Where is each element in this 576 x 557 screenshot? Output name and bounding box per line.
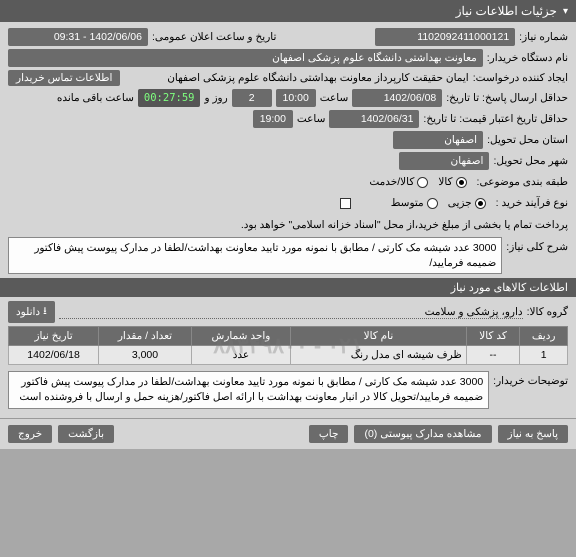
buyer-value: معاونت بهداشتی دانشگاه علوم پزشکی اصفهان bbox=[8, 49, 483, 67]
valid-date: 1402/06/31 bbox=[329, 110, 419, 128]
main-content: شماره نیاز: 1102092411000121 تاریخ و ساع… bbox=[0, 22, 576, 418]
buyer-notes: 3000 عدد شیشه مک کارتی / مطابق با نمونه … bbox=[8, 371, 489, 408]
need-description: 3000 عدد شیشه مک کارتی / مطابق با نمونه … bbox=[8, 237, 502, 274]
radio-minor[interactable]: جزیی bbox=[448, 197, 486, 209]
download-button[interactable]: ⭳ دانلود bbox=[8, 301, 55, 323]
download-icon: ⭳ bbox=[43, 303, 47, 321]
panel-title: جزئیات اطلاعات نیاز bbox=[456, 4, 557, 18]
col-row: ردیف bbox=[520, 327, 568, 346]
attachments-button[interactable]: مشاهده مدارک پیوستی (0) bbox=[354, 425, 491, 443]
countdown-timer: 00:27:59 bbox=[138, 89, 201, 107]
buyer-label: نام دستگاه خریدار: bbox=[487, 52, 568, 64]
group-value: دارو، پزشکی و سلامت bbox=[59, 306, 523, 319]
chevron-down-icon: ▾ bbox=[563, 6, 568, 17]
col-qty: تعداد / مقدار bbox=[99, 327, 192, 346]
radio-dot-icon bbox=[475, 198, 486, 209]
category-label: طبقه بندی موضوعی: bbox=[477, 176, 568, 188]
exit-button[interactable]: خروج bbox=[8, 425, 52, 443]
need-no-label: شماره نیاز: bbox=[519, 31, 568, 43]
respond-button[interactable]: پاسخ به نیاز bbox=[498, 425, 568, 443]
valid-label: حداقل تاریخ اعتبار قیمت: تا تاریخ: bbox=[423, 113, 568, 125]
delivery-city: اصفهان bbox=[399, 152, 489, 170]
desc-label: شرح کلی نیاز: bbox=[506, 237, 568, 253]
announce-label: تاریخ و ساعت اعلان عمومی: bbox=[152, 31, 276, 43]
print-button[interactable]: چاپ bbox=[309, 425, 349, 443]
radio-dot-icon bbox=[417, 177, 428, 188]
treasury-note: پرداخت تمام یا بخشی از مبلغ خرید،از محل … bbox=[241, 219, 568, 231]
valid-time: 19:00 bbox=[253, 110, 293, 128]
panel-header: ▾ جزئیات اطلاعات نیاز bbox=[0, 0, 576, 22]
days-remaining: 2 bbox=[232, 89, 272, 107]
radio-goods-service[interactable]: کالا/خدمت bbox=[369, 176, 428, 188]
delivery-city-label: شهر محل تحویل: bbox=[493, 155, 568, 167]
contact-buyer-button[interactable]: اطلاعات تماس خریدار bbox=[8, 70, 120, 86]
process-label: نوع فرآیند خرید : bbox=[496, 197, 568, 209]
items-section-header: اطلاعات کالاهای مورد نیاز bbox=[0, 278, 576, 297]
col-unit: واحد شمارش bbox=[191, 327, 290, 346]
deadline-date: 1402/06/08 bbox=[352, 89, 442, 107]
creator-value: ایمان حقیقت کارپرداز معاونت بهداشتی دانش… bbox=[124, 72, 468, 84]
col-code: کد کالا bbox=[466, 327, 520, 346]
delivery-province-label: استان محل تحویل: bbox=[487, 134, 568, 146]
radio-medium[interactable]: متوسط bbox=[391, 197, 438, 209]
col-date: تاریخ نیاز bbox=[9, 327, 99, 346]
treasury-checkbox[interactable] bbox=[340, 198, 351, 209]
col-name: نام کالا bbox=[291, 327, 467, 346]
back-button[interactable]: بازگشت bbox=[58, 425, 114, 443]
delivery-province: اصفهان bbox=[393, 131, 483, 149]
radio-dot-icon bbox=[427, 198, 438, 209]
creator-label: ایجاد کننده درخواست: bbox=[473, 72, 568, 84]
footer-toolbar: پاسخ به نیاز مشاهده مدارک پیوستی (0) چاپ… bbox=[0, 418, 576, 449]
announce-value: 1402/06/06 - 09:31 bbox=[8, 28, 148, 46]
need-no-value: 1102092411000121 bbox=[375, 28, 515, 46]
group-label: گروه کالا: bbox=[527, 306, 568, 318]
radio-dot-icon bbox=[456, 177, 467, 188]
deadline-time: 10:00 bbox=[276, 89, 316, 107]
radio-goods[interactable]: کالا bbox=[438, 176, 466, 188]
table-row[interactable]: 1 -- ظرف شیشه ای مدل رنگ عدد 3,000 1402/… bbox=[9, 346, 568, 365]
buyer-notes-label: توضیحات خریدار: bbox=[493, 371, 568, 387]
deadline-label: حداقل ارسال پاسخ: تا تاریخ: bbox=[446, 92, 568, 104]
items-table: ردیف کد کالا نام کالا واحد شمارش تعداد /… bbox=[8, 326, 568, 365]
